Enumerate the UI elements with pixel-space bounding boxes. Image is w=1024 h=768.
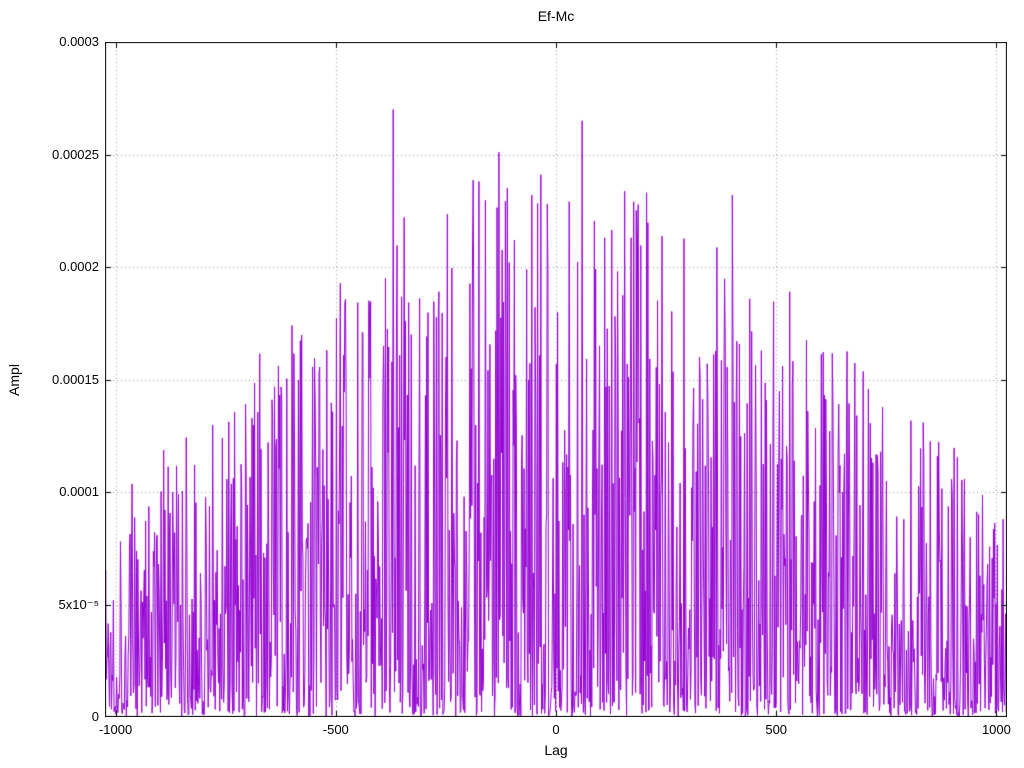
x-tick-label: 1000 bbox=[981, 722, 1011, 737]
x-tick-label: 0 bbox=[552, 722, 560, 737]
y-tick-label: 0.0003 bbox=[59, 34, 99, 49]
y-tick-label: 0.0002 bbox=[59, 259, 99, 274]
x-axis-label: Lag bbox=[544, 742, 568, 758]
y-tick-label: 0 bbox=[91, 709, 99, 724]
x-tick-label: -500 bbox=[322, 722, 349, 737]
x-tick-label: 500 bbox=[765, 722, 788, 737]
y-tick-label: 0.00015 bbox=[52, 371, 99, 387]
plot-canvas bbox=[105, 42, 1007, 717]
chart-title: Ef-Mc bbox=[537, 8, 575, 24]
y-tick-label: 0.00025 bbox=[52, 146, 99, 162]
y-tick-label: 5x10⁻⁵ bbox=[58, 596, 99, 612]
y-tick-label: 0.0001 bbox=[59, 484, 99, 499]
x-tick-label: -1000 bbox=[98, 722, 133, 737]
